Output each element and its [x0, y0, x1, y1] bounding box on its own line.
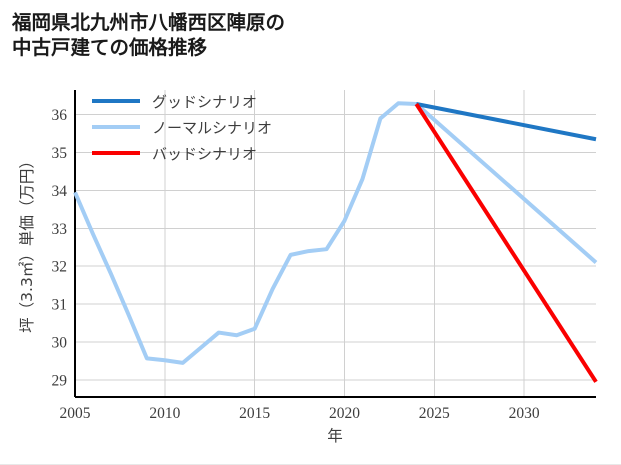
legend-label: グッドシナリオ	[152, 93, 257, 111]
x-tick-labels: 2005 2010 2015 2020 2025 2030	[60, 405, 540, 422]
x-tick-label: 2020	[329, 405, 360, 422]
x-tick-label: 2010	[149, 405, 180, 422]
x-tick-label: 2005	[60, 405, 91, 422]
page-title: 福岡県北九州市八幡西区陣原の 中古戸建ての価格推移	[12, 10, 612, 60]
y-tick-labels: 29 30 31 32 33 34 35 36	[52, 107, 68, 389]
y-axis-title: 坪（3.3㎡）単価（万円）	[18, 153, 36, 333]
plot-axes	[73, 90, 596, 399]
x-tick-label: 2030	[509, 405, 540, 422]
y-tick-label: 32	[52, 259, 68, 276]
x-tick-label: 2025	[419, 405, 450, 422]
y-tick-label: 30	[52, 335, 68, 352]
y-tick-label: 36	[52, 107, 68, 124]
x-tick-label: 2015	[239, 405, 270, 422]
y-tick-label: 31	[52, 297, 68, 314]
y-tick-label: 33	[52, 221, 68, 238]
series-line	[414, 102, 598, 383]
title-line-2: 中古戸建ての価格推移	[12, 36, 208, 59]
x-axis-title: 年	[327, 427, 343, 445]
series-line	[415, 102, 597, 142]
y-tick-label: 35	[52, 145, 68, 162]
series-line	[73, 101, 598, 365]
legend-label: バッドシナリオ	[152, 145, 257, 163]
data-series	[73, 101, 598, 383]
y-tick-label: 34	[52, 183, 68, 200]
gridlines	[74, 90, 596, 397]
title-line-1: 福岡県北九州市八幡西区陣原の	[12, 11, 286, 34]
legend-label: ノーマルシナリオ	[152, 119, 272, 137]
y-tick-label: 29	[52, 372, 68, 389]
